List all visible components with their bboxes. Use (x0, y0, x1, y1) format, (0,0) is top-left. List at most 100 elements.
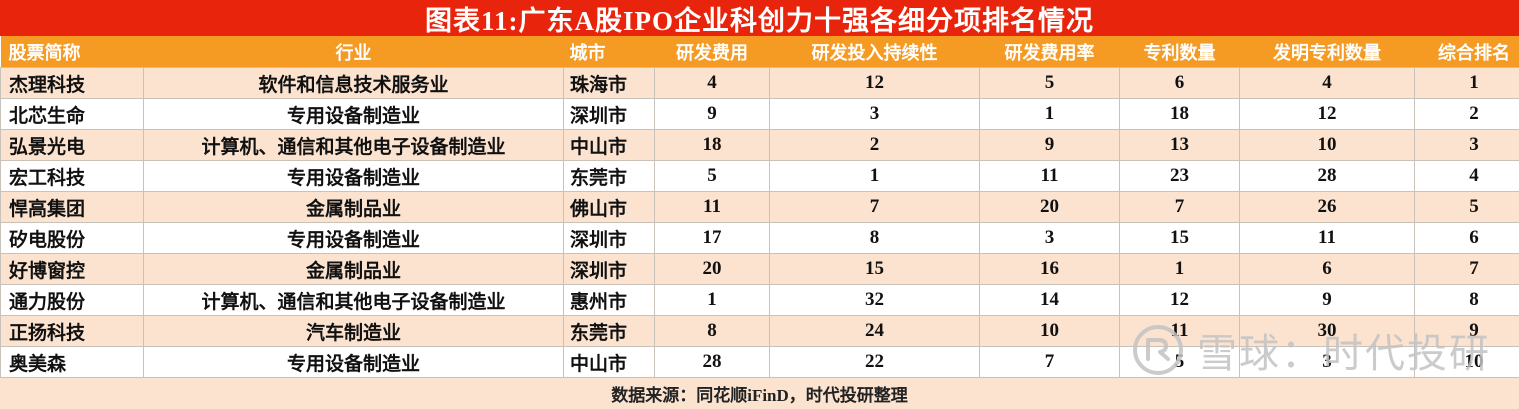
table-cell: 3 (980, 223, 1120, 254)
table-cell: 10 (1240, 130, 1415, 161)
table-cell: 28 (1240, 161, 1415, 192)
table-cell: 4 (655, 68, 770, 99)
column-header-6: 专利数量 (1120, 36, 1240, 68)
table-cell: 专用设备制造业 (144, 99, 564, 130)
table-cell: 3 (1240, 347, 1415, 378)
column-header-8: 综合排名 (1415, 36, 1519, 68)
table-cell: 汽车制造业 (144, 316, 564, 347)
table-cell: 矽电股份 (1, 223, 144, 254)
table-cell: 7 (1120, 192, 1240, 223)
table-cell: 5 (655, 161, 770, 192)
table-cell: 珠海市 (564, 68, 655, 99)
table-cell: 好博窗控 (1, 254, 144, 285)
table-cell: 1 (1415, 68, 1519, 99)
table-cell: 8 (1415, 285, 1519, 316)
table-cell: 计算机、通信和其他电子设备制造业 (144, 285, 564, 316)
table-cell: 悍高集团 (1, 192, 144, 223)
table-cell: 2 (1415, 99, 1519, 130)
table-cell: 12 (770, 68, 980, 99)
table-cell: 9 (1415, 316, 1519, 347)
table-cell: 6 (1240, 254, 1415, 285)
table-cell: 深圳市 (564, 223, 655, 254)
table-cell: 10 (1415, 347, 1519, 378)
table-cell: 20 (980, 192, 1120, 223)
table-cell: 金属制品业 (144, 192, 564, 223)
table-cell: 专用设备制造业 (144, 161, 564, 192)
column-header-2: 城市 (564, 36, 655, 68)
table-cell: 28 (655, 347, 770, 378)
table-cell: 软件和信息技术服务业 (144, 68, 564, 99)
table-cell: 1 (655, 285, 770, 316)
table-cell: 8 (655, 316, 770, 347)
table-cell: 东莞市 (564, 316, 655, 347)
table-cell: 7 (770, 192, 980, 223)
table-cell: 7 (1415, 254, 1519, 285)
table-cell: 11 (1120, 316, 1240, 347)
table-cell: 通力股份 (1, 285, 144, 316)
table-cell: 深圳市 (564, 99, 655, 130)
table-cell: 9 (1240, 285, 1415, 316)
table-cell: 5 (1120, 347, 1240, 378)
table-cell: 1 (980, 99, 1120, 130)
table-cell: 7 (980, 347, 1120, 378)
table-cell: 弘景光电 (1, 130, 144, 161)
table-cell: 专用设备制造业 (144, 223, 564, 254)
table-cell: 3 (770, 99, 980, 130)
table-cell: 9 (655, 99, 770, 130)
table-cell: 深圳市 (564, 254, 655, 285)
table-cell: 东莞市 (564, 161, 655, 192)
table-cell: 4 (1240, 68, 1415, 99)
table-cell: 奥美森 (1, 347, 144, 378)
table-cell: 32 (770, 285, 980, 316)
table-cell: 3 (1415, 130, 1519, 161)
table-cell: 13 (1120, 130, 1240, 161)
table-cell: 6 (1120, 68, 1240, 99)
column-header-1: 行业 (144, 36, 564, 68)
table-cell: 8 (770, 223, 980, 254)
table-cell: 18 (655, 130, 770, 161)
column-header-4: 研发投入持续性 (770, 36, 980, 68)
table-cell: 10 (980, 316, 1120, 347)
table-cell: 6 (1415, 223, 1519, 254)
table-cell: 金属制品业 (144, 254, 564, 285)
table-cell: 正扬科技 (1, 316, 144, 347)
table-cell: 24 (770, 316, 980, 347)
title-bar: 图表11:广东A股IPO企业科创力十强各细分项排名情况 (0, 0, 1519, 36)
table-cell: 杰理科技 (1, 68, 144, 99)
column-header-3: 研发费用 (655, 36, 770, 68)
chart-title: 图表11:广东A股IPO企业科创力十强各细分项排名情况 (425, 0, 1094, 38)
table-cell: 11 (980, 161, 1120, 192)
table-cell: 11 (655, 192, 770, 223)
table-cell: 5 (980, 68, 1120, 99)
ranking-table: 股票简称行业城市研发费用研发投入持续性研发费用率专利数量发明专利数量综合排名 杰… (0, 36, 1519, 378)
table-cell: 计算机、通信和其他电子设备制造业 (144, 130, 564, 161)
header-row: 股票简称行业城市研发费用研发投入持续性研发费用率专利数量发明专利数量综合排名 (1, 36, 1519, 68)
table-cell: 15 (1120, 223, 1240, 254)
table-cell: 26 (1240, 192, 1415, 223)
table-cell: 中山市 (564, 130, 655, 161)
table-cell: 9 (980, 130, 1120, 161)
table-cell: 中山市 (564, 347, 655, 378)
table-cell: 北芯生命 (1, 99, 144, 130)
source-note: 数据来源：同花顺iFinD，时代投研整理 (0, 378, 1519, 409)
table-cell: 宏工科技 (1, 161, 144, 192)
table-cell: 16 (980, 254, 1120, 285)
table-cell: 1 (1120, 254, 1240, 285)
table-cell: 20 (655, 254, 770, 285)
table-cell: 5 (1415, 192, 1519, 223)
column-header-5: 研发费用率 (980, 36, 1120, 68)
table-cell: 佛山市 (564, 192, 655, 223)
table-cell: 15 (770, 254, 980, 285)
table-cell: 12 (1120, 285, 1240, 316)
